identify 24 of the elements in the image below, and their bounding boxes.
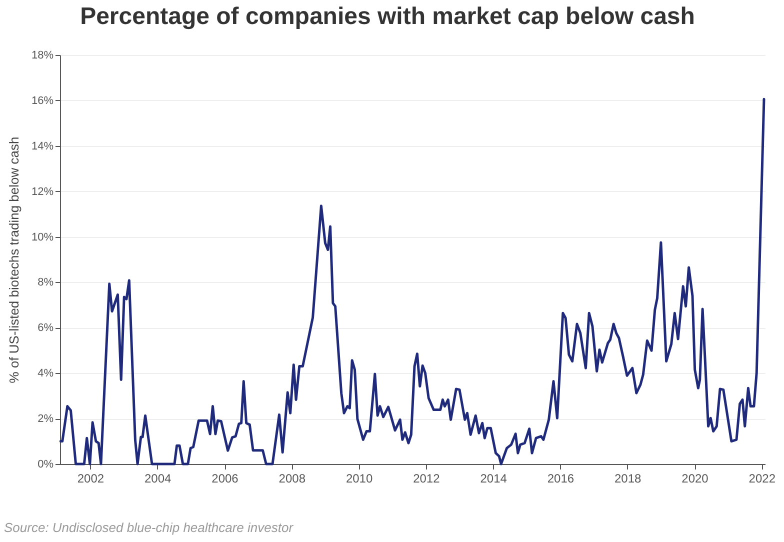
x-tick-label: 2018 — [614, 472, 642, 486]
y-tick-label: 6% — [38, 322, 54, 334]
y-tick-label: 4% — [38, 368, 54, 380]
x-tick-label: 2012 — [413, 472, 440, 486]
x-tick-label: 2004 — [144, 472, 172, 486]
y-axis-title: % of US-listed biotechs trading below cash — [6, 136, 22, 384]
y-tick-label: 10% — [31, 231, 54, 244]
y-tick-label: 8% — [38, 276, 54, 289]
y-tick-label: 16% — [31, 94, 54, 107]
y-tick-label: 18% — [31, 50, 54, 62]
y-tick-label: 0% — [38, 458, 54, 470]
x-tick-label: 2020 — [682, 472, 709, 486]
x-tick-label: 2010 — [346, 472, 373, 486]
source-note: Source: Undisclosed blue-chip healthcare investor — [4, 520, 294, 535]
y-tick-label: 2% — [38, 413, 54, 426]
x-tick-label: 2002 — [77, 472, 104, 486]
x-tick-label: 2008 — [278, 472, 306, 486]
x-tick-label: 2014 — [480, 472, 508, 486]
x-tick-label: 2022 — [748, 472, 776, 486]
x-tick-label: 2016 — [547, 472, 574, 486]
y-tick-label: 14% — [31, 140, 54, 152]
x-tick-label: 2006 — [212, 472, 239, 486]
y-tick-label: 12% — [31, 186, 54, 198]
chart-title: Percentage of companies with market cap below cash — [80, 3, 695, 30]
